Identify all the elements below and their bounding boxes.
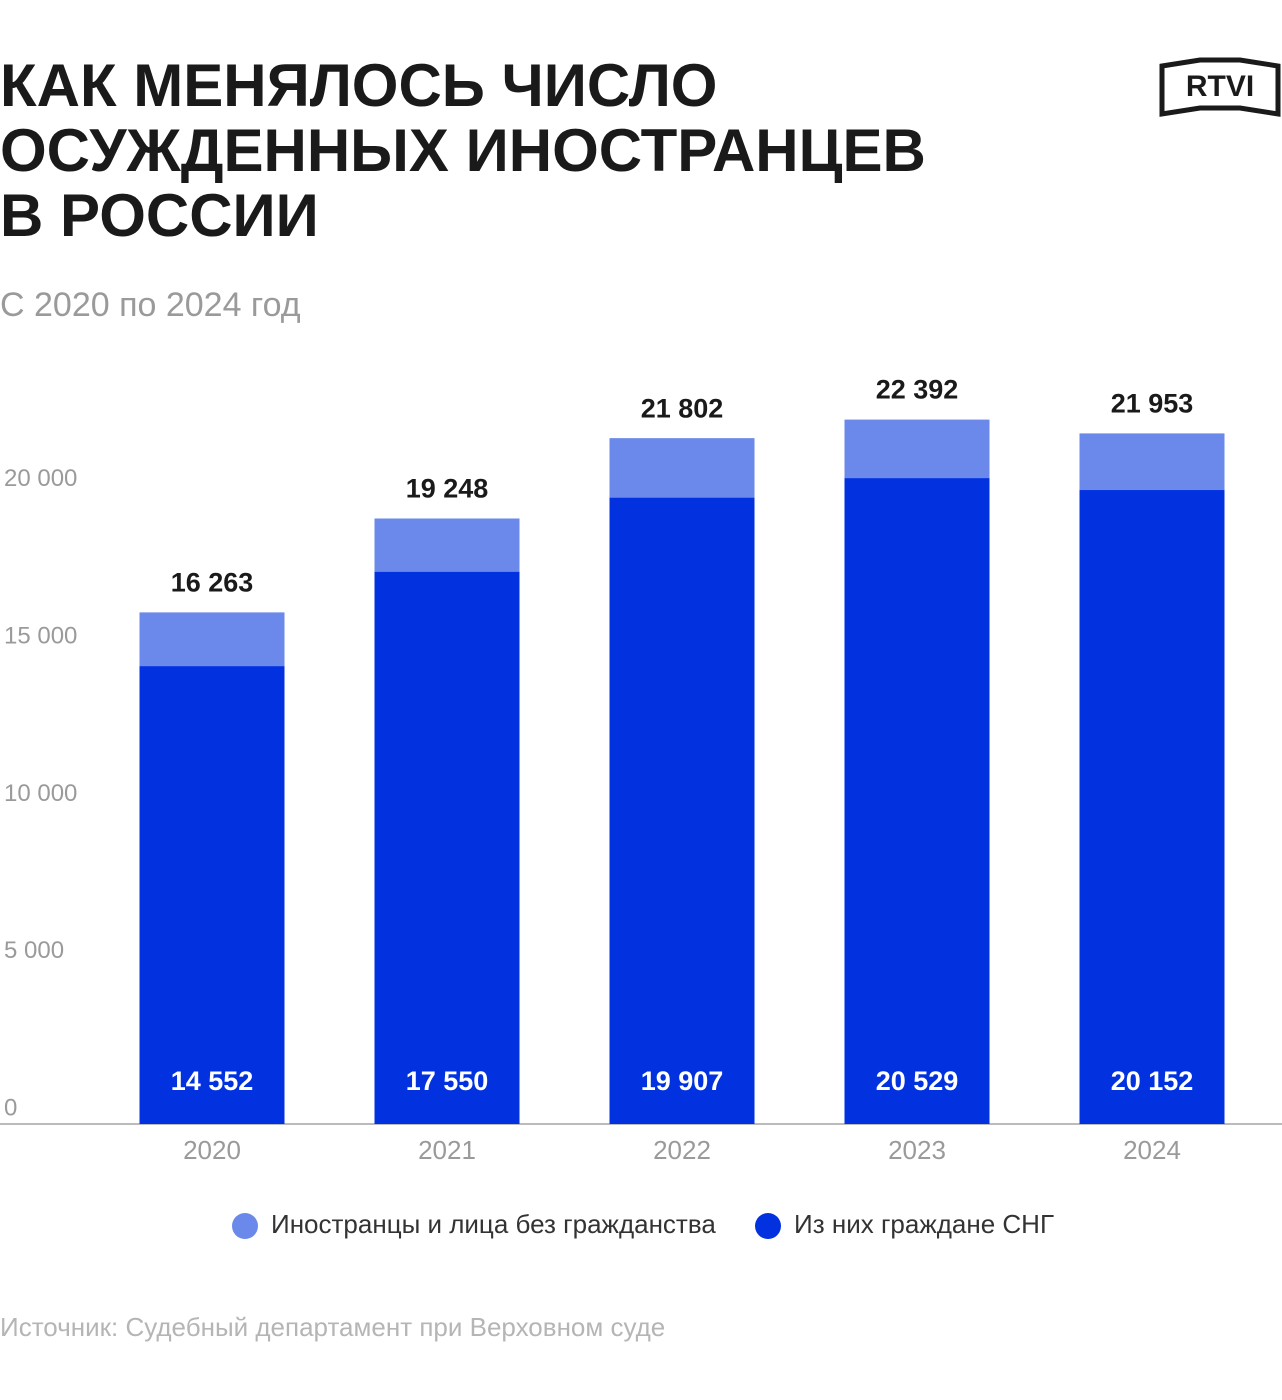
value-label: 20 529 [876, 1066, 959, 1096]
x-tick-label: 2024 [1123, 1135, 1181, 1165]
x-tick-label: 2023 [888, 1135, 946, 1165]
legend-label: Иностранцы и лица без гражданства [271, 1209, 716, 1239]
legend-label: Из них граждане СНГ [794, 1209, 1054, 1239]
value-label: 20 152 [1111, 1066, 1194, 1096]
bar [844, 478, 990, 1124]
value-label: 14 552 [171, 1066, 254, 1096]
value-label: 19 907 [641, 1066, 724, 1096]
y-tick-label: 0 [4, 1094, 17, 1121]
x-tick-label: 2020 [183, 1135, 241, 1165]
y-tick-label: 20 000 [4, 465, 77, 492]
chart-title: В РОССИИ [0, 182, 319, 249]
bar [1079, 490, 1225, 1125]
bar [374, 571, 520, 1124]
y-tick-label: 10 000 [4, 780, 77, 807]
source: Источник: Судебный департамент при Верхо… [0, 1312, 665, 1342]
x-tick-label: 2022 [653, 1135, 711, 1165]
subtitle: С 2020 по 2024 год [0, 286, 301, 324]
value-label: 21 802 [641, 393, 724, 423]
bar [609, 497, 755, 1124]
legend-swatch [755, 1213, 781, 1239]
legend-swatch [232, 1213, 258, 1239]
value-label: 17 550 [406, 1066, 489, 1096]
logo-text: RTVI [1186, 70, 1254, 103]
value-label: 19 248 [406, 474, 489, 504]
y-tick-label: 15 000 [4, 622, 77, 649]
x-tick-label: 2021 [418, 1135, 476, 1165]
logo-frame [1159, 57, 1281, 117]
value-label: 16 263 [171, 568, 254, 598]
value-label: 21 953 [1111, 389, 1194, 419]
chart-title: КАК МЕНЯЛОСЬ ЧИСЛО [0, 52, 717, 119]
logo: RTVI [1159, 57, 1281, 117]
y-tick-label: 5 000 [4, 937, 64, 964]
value-label: 22 392 [876, 375, 959, 405]
bar [139, 666, 285, 1124]
chart-title: ОСУЖДЕННЫХ ИНОСТРАНЦЕВ [0, 117, 926, 184]
